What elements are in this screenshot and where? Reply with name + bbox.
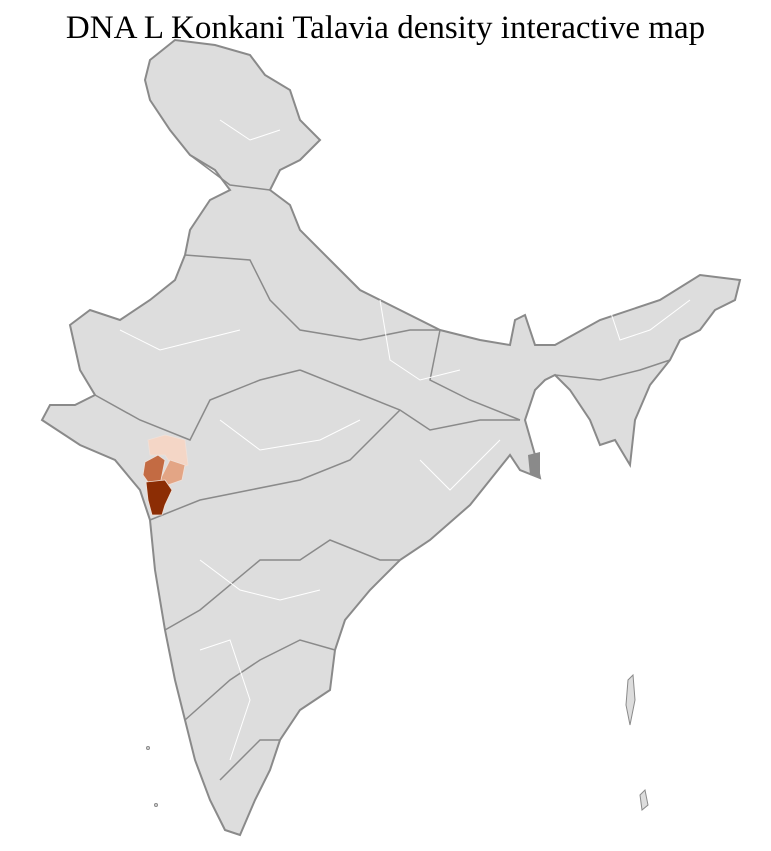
sundarbans-region <box>528 452 540 478</box>
india-outline[interactable] <box>40 38 742 837</box>
region-density-high[interactable] <box>145 479 173 516</box>
district-borders <box>119 119 691 761</box>
nicobar-islands <box>639 788 649 811</box>
island-dot <box>154 803 158 807</box>
map-title: DNA L Konkani Talavia density interactiv… <box>65 10 706 46</box>
india-landmass[interactable] <box>40 38 742 837</box>
andaman-islands <box>625 673 636 726</box>
density-regions[interactable] <box>142 434 189 516</box>
state-borders <box>94 154 671 781</box>
islands <box>146 452 649 811</box>
lakshadweep-islands <box>146 746 150 750</box>
